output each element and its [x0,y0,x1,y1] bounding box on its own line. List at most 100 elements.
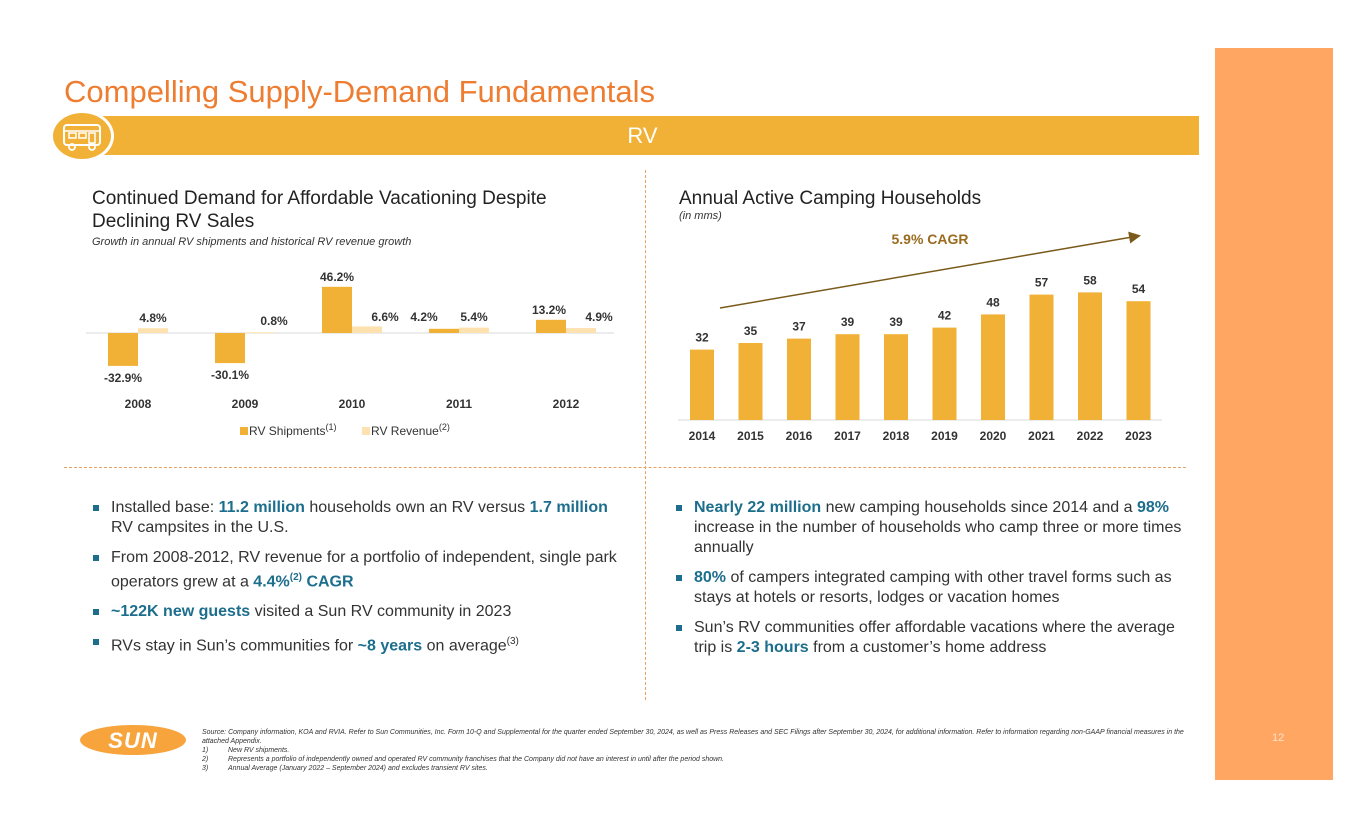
bullet-text: new camping households since 2014 and a [821,499,1137,516]
data-label: 0.8% [260,314,288,328]
bullet-text: RV campsites in the U.S. [111,519,289,536]
highlight-text: 2-3 hours [736,639,809,656]
data-label: 6.6% [371,310,399,324]
left-chart-title: Continued Demand for Affordable Vacation… [92,187,547,233]
left-chart-title-line1: Continued Demand for Affordable Vacation… [92,188,547,209]
bar-revenue [352,326,382,333]
bar-revenue [245,332,275,334]
data-label: 37 [792,320,806,334]
highlight-text: 4.4% [253,573,290,591]
data-label: 48 [986,295,1000,309]
data-label: -32.9% [104,371,142,385]
x-tick-label: 2014 [689,429,716,443]
right-chart-title: Annual Active Camping Households [679,188,982,209]
bar-households [1078,292,1102,420]
bullet-marker [93,555,99,561]
rv-icon [50,110,114,162]
x-tick-label: 2010 [339,397,366,411]
bullet-text: on average [422,637,507,655]
left-chart-subtitle: Growth in annual RV shipments and histor… [92,236,412,248]
footnote-number: 1) [202,747,209,754]
bar-revenue [138,328,168,333]
x-tick-label: 2018 [883,429,910,443]
highlight-text: ~8 years [357,637,423,655]
footnote-list: 1) New RV shipments. 2) Represents a portfo… [202,746,1192,773]
legend-swatch [240,427,248,435]
data-label: 42 [938,309,952,323]
right-bullet-list: Nearly 22 million new camping households… [672,498,1182,668]
bullet-marker [93,505,99,511]
bar-shipments [536,319,566,333]
data-label: 54 [1132,282,1146,296]
x-tick-label: 2019 [931,429,958,443]
bullet-item: Nearly 22 million new camping households… [672,498,1182,558]
bullet-item: 80% of campers integrated camping with o… [672,568,1182,608]
bar-households [787,338,811,420]
footnote-text: New RV shipments. [228,747,290,754]
x-tick-label: 2012 [553,397,580,411]
bullet-text: households own an RV versus [304,499,530,516]
cagr-arrow [719,231,1141,309]
bar-households [1126,301,1151,420]
source-note: Source: Company information, KOA and RVI… [202,729,1184,745]
footnote-row: 1) New RV shipments. [202,746,1192,755]
bullet-item: Installed base: 11.2 million households … [89,498,619,538]
highlight-text: 98% [1136,499,1169,516]
x-tick-label: 2016 [786,429,813,443]
horizontal-divider [64,467,1186,468]
banner-label: RV [627,123,658,148]
bullet-text: (3) [506,636,519,648]
bar-shipments [429,328,459,333]
legend-swatch [362,427,370,435]
footnote-row: 3) Annual Average (January 2022 – Septemb… [202,764,1192,773]
data-label: 13.2% [532,303,566,317]
bullet-text: increase in the number of households who… [694,519,1182,556]
bullet-text: of campers integrated camping with other… [694,569,1172,606]
right-chart-subtitle: (in mms) [679,210,722,222]
bullet-marker [93,609,99,616]
data-label: 4.9% [585,310,613,324]
x-tick-label: 2009 [232,397,259,411]
legend-label: RV Shipments(1) [249,422,336,438]
bar-households [738,343,763,420]
x-tick-label: 2015 [737,429,764,443]
bar-households [884,334,908,420]
bar-households [690,349,714,420]
highlight-text: 1.7 million [529,499,608,516]
x-tick-label: 2020 [980,429,1007,443]
data-label: -30.1% [211,368,249,382]
logo-text: SUN [108,728,158,753]
x-tick-label: 2022 [1077,429,1104,443]
x-tick-label: 2023 [1125,429,1152,443]
data-label: 5.4% [460,310,488,324]
footnote-text: Represents a portfolio of independently … [228,756,725,763]
section-banner: RV [86,116,1199,155]
highlight-text: 80% [694,569,727,586]
data-label: 35 [744,324,758,338]
legend-footnote: (2) [439,422,450,432]
vertical-divider [645,170,646,700]
highlight-text: CAGR [302,573,354,591]
legend-footnote: (1) [325,422,336,432]
bar-revenue [566,328,596,333]
bar-revenue [459,327,489,333]
data-label: 58 [1083,273,1097,287]
data-label: 4.2% [410,310,438,324]
data-label: 32 [695,331,709,345]
bullet-item: ~122K new guests visited a Sun RV commun… [89,602,619,622]
bullet-text: Installed base: [111,499,219,516]
x-tick-label: 2021 [1028,429,1055,443]
footnotes: Source: Company information, KOA and RVI… [202,728,1192,773]
bullet-text: Sun’s RV communities offer affordable va… [694,619,1175,656]
bullet-marker [676,625,682,631]
bar-households [932,327,957,420]
legend-label: RV Revenue(2) [371,422,450,438]
bullet-marker [676,575,682,581]
sun-logo: SUN [80,725,186,755]
page-title: Compelling Supply-Demand Fundamentals [64,74,656,109]
left-bullet-list: Installed base: 11.2 million households … [89,498,619,667]
data-label: 4.8% [139,311,167,325]
bar-households [981,314,1005,420]
cagr-label: 5.9% CAGR [891,231,968,247]
bar-households [835,334,860,420]
